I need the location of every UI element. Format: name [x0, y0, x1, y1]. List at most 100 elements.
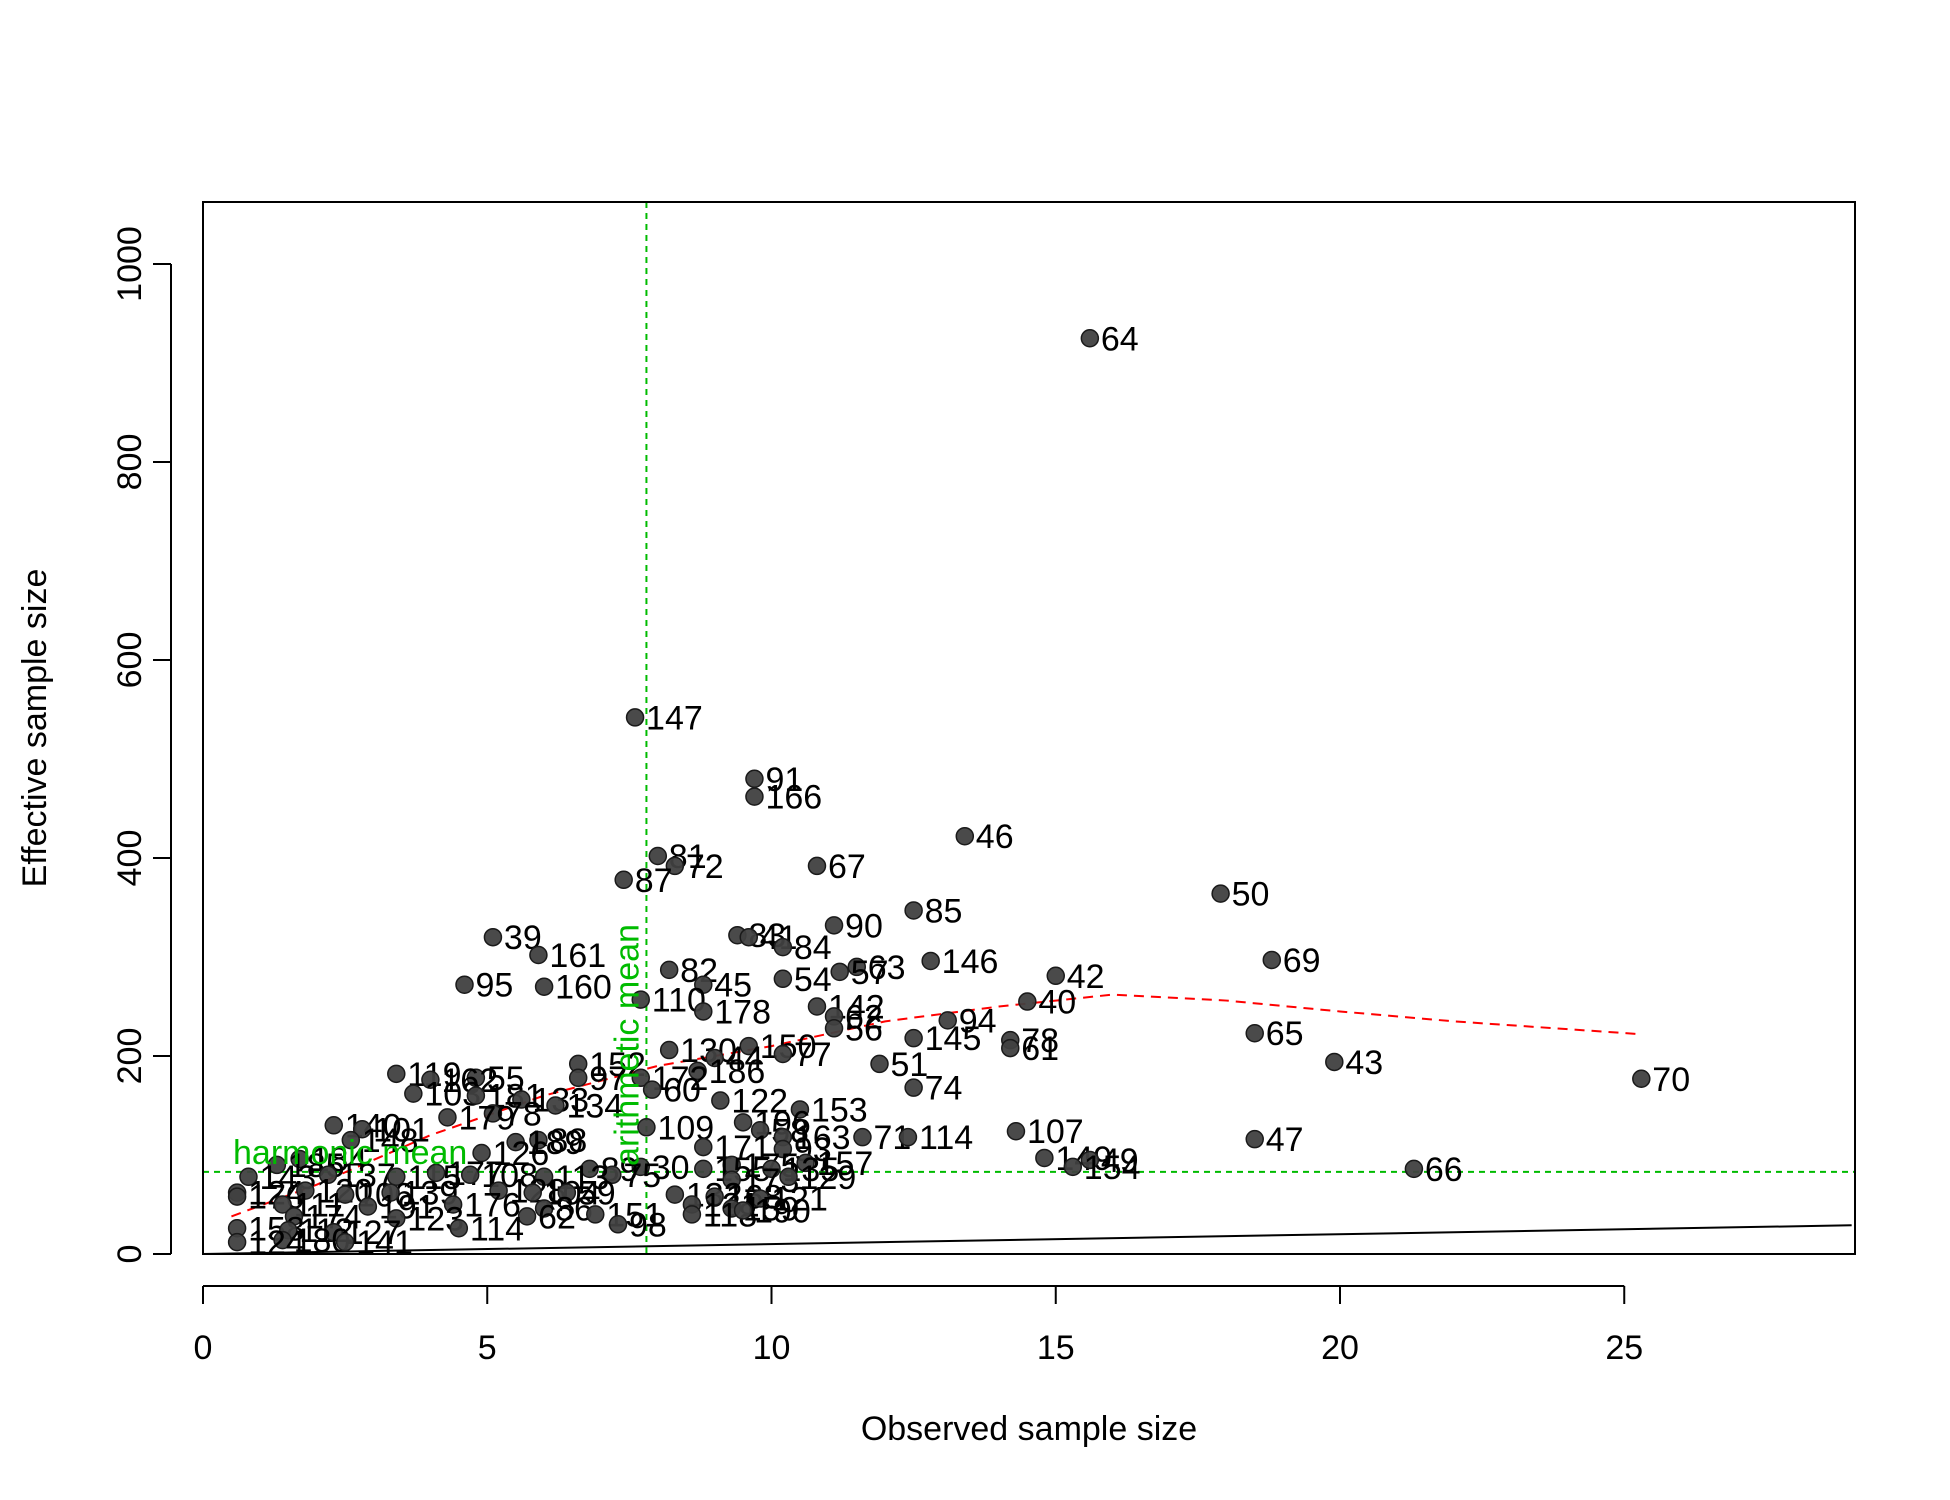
- data-point: [1035, 1148, 1054, 1168]
- data-point: [637, 1118, 656, 1137]
- data-point: [694, 1159, 713, 1179]
- point-label: 97: [589, 1060, 627, 1098]
- point-label: 114: [919, 1119, 973, 1157]
- data-point: [762, 1159, 781, 1179]
- data-point: [460, 1165, 480, 1185]
- point-label: 178: [714, 993, 771, 1031]
- data-point: [938, 1011, 957, 1030]
- data-point: [665, 856, 685, 876]
- data-point: [273, 1195, 292, 1214]
- data-point: [324, 1116, 344, 1135]
- point-label: 95: [476, 967, 514, 1005]
- data-point: [273, 1230, 292, 1250]
- data-point: [608, 1215, 628, 1234]
- arithmetic-mean-label: arithmetic mean: [608, 924, 646, 1166]
- data-point: [807, 997, 827, 1016]
- data-point: [1001, 1038, 1020, 1058]
- point-label: 90: [845, 907, 883, 945]
- point-label: 190: [754, 1192, 811, 1230]
- point-label: 87: [635, 862, 673, 900]
- point-label: 127: [345, 1214, 402, 1252]
- point-label: 62: [538, 1198, 576, 1236]
- data-point: [779, 1167, 798, 1187]
- data-point: [267, 1155, 287, 1175]
- data-point: [807, 856, 827, 876]
- data-point: [711, 1091, 730, 1110]
- data-point: [387, 1064, 406, 1084]
- data-point: [790, 1100, 810, 1119]
- point-label: 44: [726, 1040, 764, 1078]
- point-label: 78: [1021, 1022, 1059, 1060]
- data-point: [512, 1090, 531, 1109]
- data-point: [733, 1113, 753, 1132]
- point-label: 172: [652, 1060, 709, 1098]
- point-label: 179: [458, 1099, 515, 1137]
- point-label: 62: [845, 998, 883, 1036]
- data-point: [449, 1219, 469, 1238]
- data-point: [830, 962, 849, 982]
- point-label: 51: [891, 1046, 929, 1084]
- point-label: 67: [828, 848, 866, 886]
- data-point: [335, 1232, 355, 1252]
- data-point: [739, 1036, 759, 1056]
- point-label: 74: [925, 1070, 963, 1108]
- data-point: [517, 1207, 537, 1226]
- data-point: [483, 927, 503, 947]
- data-point: [796, 1153, 815, 1173]
- data-point: [438, 1108, 457, 1127]
- x-axis-label: Observed sample size: [861, 1410, 1197, 1448]
- data-point: [239, 1167, 258, 1187]
- data-point: [694, 1137, 713, 1157]
- data-point: [318, 1165, 338, 1185]
- point-label: 77: [794, 1036, 832, 1074]
- data-point: [534, 977, 554, 996]
- point-label: 30: [652, 1149, 690, 1187]
- point-label: 69: [1283, 942, 1321, 980]
- data-point: [824, 1019, 844, 1038]
- point-label: 160: [555, 969, 612, 1007]
- point-label: 147: [646, 699, 703, 737]
- point-label: 148: [362, 1122, 419, 1160]
- point-label: 78: [504, 1095, 542, 1133]
- data-point: [426, 1163, 446, 1183]
- point-label: 57: [851, 954, 889, 992]
- data-point: [1211, 884, 1230, 903]
- point-label: 145: [925, 1020, 982, 1058]
- point-label: 64: [1101, 320, 1139, 358]
- point-label: 42: [1067, 958, 1105, 996]
- point-label: 176: [464, 1187, 521, 1225]
- data-point: [614, 870, 633, 890]
- point-label: 129: [800, 1159, 857, 1197]
- point-label: 63: [868, 949, 906, 987]
- data-point: [568, 1068, 588, 1088]
- point-label: 161: [549, 937, 606, 975]
- data-point: [1262, 950, 1282, 970]
- data-point: [534, 1167, 554, 1187]
- point-label: 85: [925, 892, 963, 930]
- data-point: [557, 1183, 577, 1202]
- data-point: [443, 1195, 463, 1214]
- point-label: 153: [811, 1091, 868, 1129]
- harmonic-mean-label: harmonic mean: [233, 1134, 467, 1172]
- data-point: [682, 1205, 702, 1224]
- point-label: 45: [714, 967, 752, 1005]
- data-point: [1046, 966, 1065, 986]
- point-label: 146: [942, 943, 999, 981]
- data-point: [665, 1185, 685, 1204]
- data-point: [733, 1201, 753, 1220]
- point-label: 86: [555, 1190, 593, 1228]
- point-label: 61: [1021, 1030, 1059, 1068]
- y-tick-label: 400: [111, 830, 149, 887]
- data-point: [722, 1170, 741, 1189]
- point-label: 88: [549, 1122, 587, 1160]
- point-label: 107: [1027, 1113, 1084, 1151]
- point-label: 157: [817, 1145, 874, 1183]
- identity-line: [203, 1224, 1852, 1254]
- data-point: [921, 951, 940, 971]
- point-label: 91: [765, 761, 803, 799]
- point-label: 75: [623, 1157, 661, 1195]
- data-point: [1018, 992, 1037, 1011]
- data-point: [506, 1132, 525, 1152]
- point-label: 84: [794, 929, 832, 967]
